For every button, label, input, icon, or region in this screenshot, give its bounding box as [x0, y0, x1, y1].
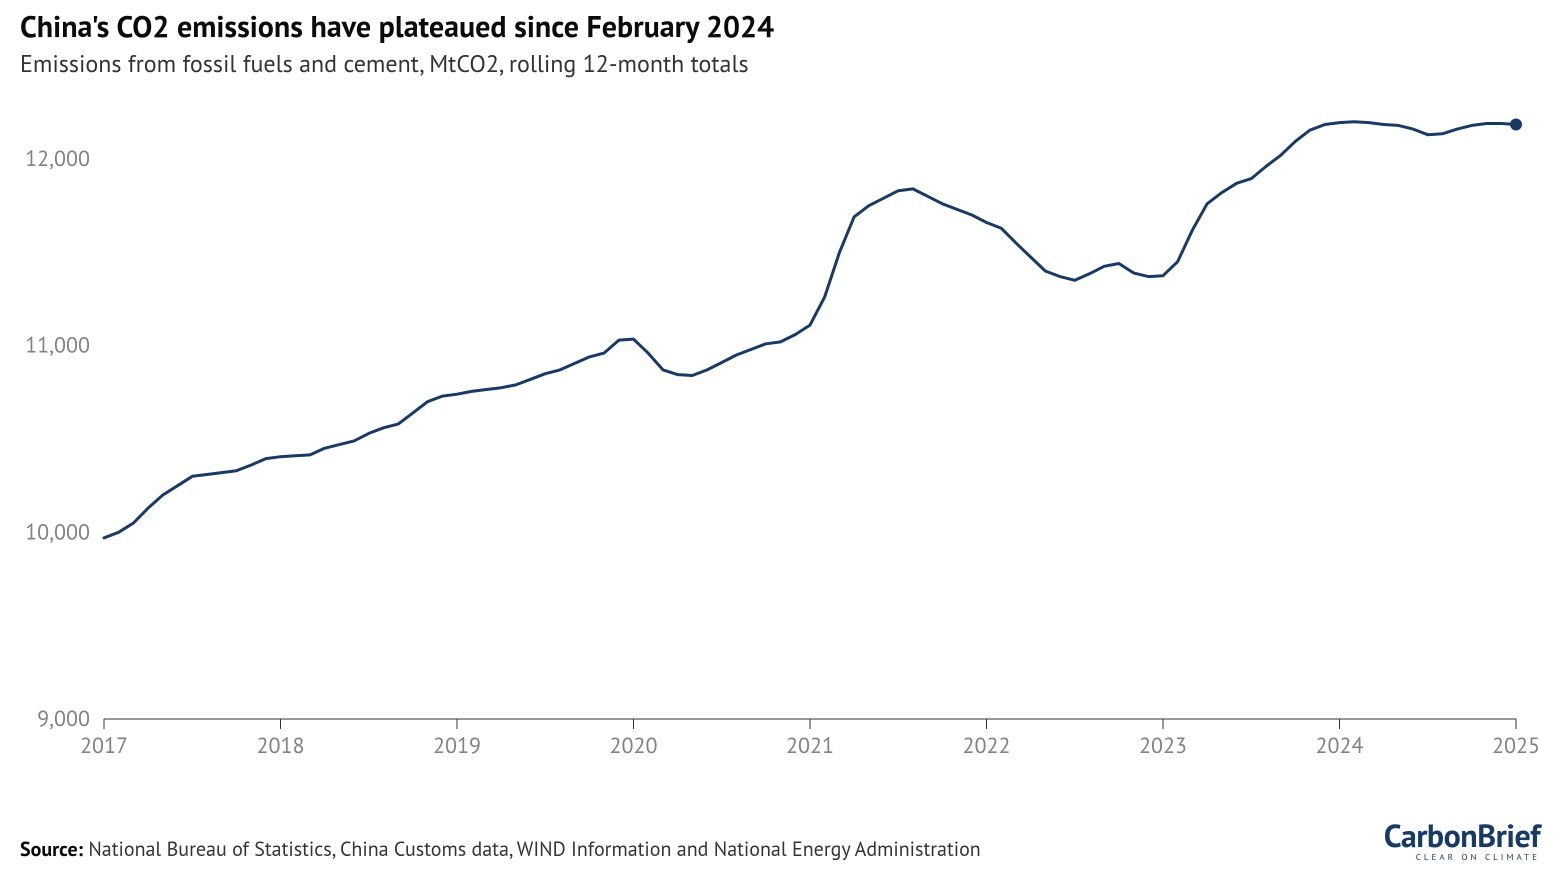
x-tick-label: 2022	[963, 732, 1011, 760]
y-tick-label: 12,000	[25, 145, 90, 173]
chart-container: 2017 2018 2019 2020 2021 2022 2023 2024 2025 9,00…	[20, 79, 1540, 769]
x-tick-label: 2019	[433, 732, 481, 760]
page: China's CO2 emissions have plateaued sin…	[0, 0, 1560, 876]
series-end-marker-emissions	[1510, 118, 1522, 130]
chart-title: China's CO2 emissions have plateaued sin…	[20, 10, 1540, 45]
y-tick-label: 11,000	[25, 331, 90, 359]
chart-subtitle: Emissions from fossil fuels and cement, …	[20, 49, 1540, 79]
x-tick-label: 2021	[786, 732, 834, 760]
x-tick-label: 2024	[1316, 732, 1364, 760]
brand-logo: CarbonBrief CLEAR ON CLIMATE	[1384, 819, 1540, 862]
y-tick-label: 10,000	[25, 518, 90, 546]
x-tick-label: 2025	[1492, 732, 1540, 760]
source-label: Source:	[20, 836, 83, 862]
source-text: National Bureau of Statistics, China Cus…	[88, 836, 980, 862]
x-tick-label: 2018	[257, 732, 305, 760]
x-tick-label: 2017	[80, 732, 128, 760]
y-tick-label: 9,000	[37, 705, 90, 733]
x-tick-label: 2020	[610, 732, 658, 760]
series-line-emissions	[104, 121, 1516, 537]
line-chart: 2017 2018 2019 2020 2021 2022 2023 2024 2025 9,00…	[20, 79, 1540, 769]
footer: Source: National Bureau of Statistics, C…	[20, 819, 1540, 862]
source-attribution: Source: National Bureau of Statistics, C…	[20, 836, 981, 862]
brand-main-text: CarbonBrief	[1384, 814, 1540, 856]
x-tick-label: 2023	[1139, 732, 1187, 760]
